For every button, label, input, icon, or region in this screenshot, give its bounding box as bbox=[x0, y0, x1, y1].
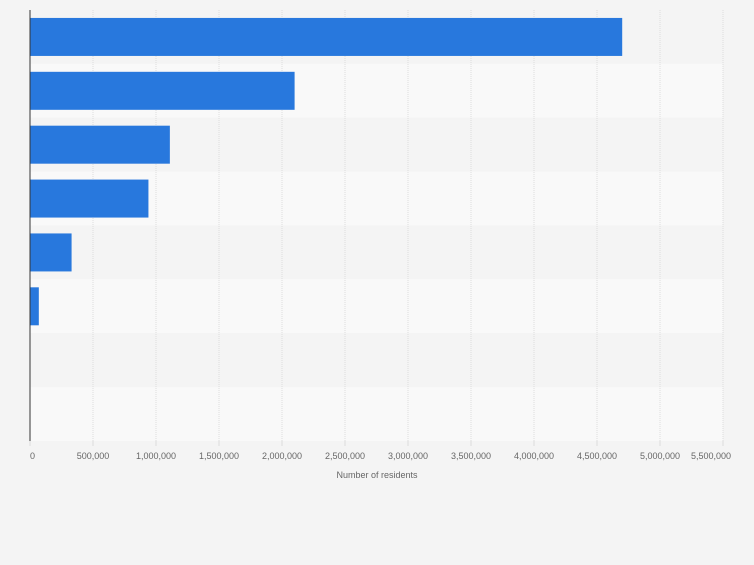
bar-3 bbox=[30, 125, 170, 164]
x-tick-label-2: 1,000,000 bbox=[136, 451, 176, 461]
row-bands bbox=[30, 10, 723, 441]
bar-4 bbox=[30, 179, 149, 218]
x-tick-label-5: 2,500,000 bbox=[325, 451, 365, 461]
row-band-6 bbox=[30, 279, 723, 334]
bar-5 bbox=[30, 233, 72, 272]
x-tick-label-6: 3,000,000 bbox=[388, 451, 428, 461]
x-tick-label-3: 1,500,000 bbox=[199, 451, 239, 461]
bar-2 bbox=[30, 71, 295, 110]
x-tick-label-1: 500,000 bbox=[77, 451, 110, 461]
x-tick-label-10: 5,000,000 bbox=[640, 451, 680, 461]
bar-1 bbox=[30, 17, 623, 56]
row-band-7 bbox=[30, 333, 723, 388]
bars bbox=[30, 17, 623, 326]
x-tick-label-8: 4,000,000 bbox=[514, 451, 554, 461]
x-tick-label-4: 2,000,000 bbox=[262, 451, 302, 461]
row-band-5 bbox=[30, 225, 723, 280]
x-tick-label-11: 5,500,000 bbox=[691, 451, 731, 461]
x-tick-label-7: 3,500,000 bbox=[451, 451, 491, 461]
bar-6 bbox=[30, 287, 39, 326]
x-tick-labels: 0 500,000 1,000,000 1,500,000 2,000,000 2,500… bbox=[29, 441, 731, 461]
x-axis-label: Number of residents bbox=[336, 470, 418, 480]
x-tick-label-9: 4,500,000 bbox=[577, 451, 617, 461]
row-band-8 bbox=[30, 387, 723, 441]
x-tick-label-0: 0 bbox=[30, 451, 35, 461]
